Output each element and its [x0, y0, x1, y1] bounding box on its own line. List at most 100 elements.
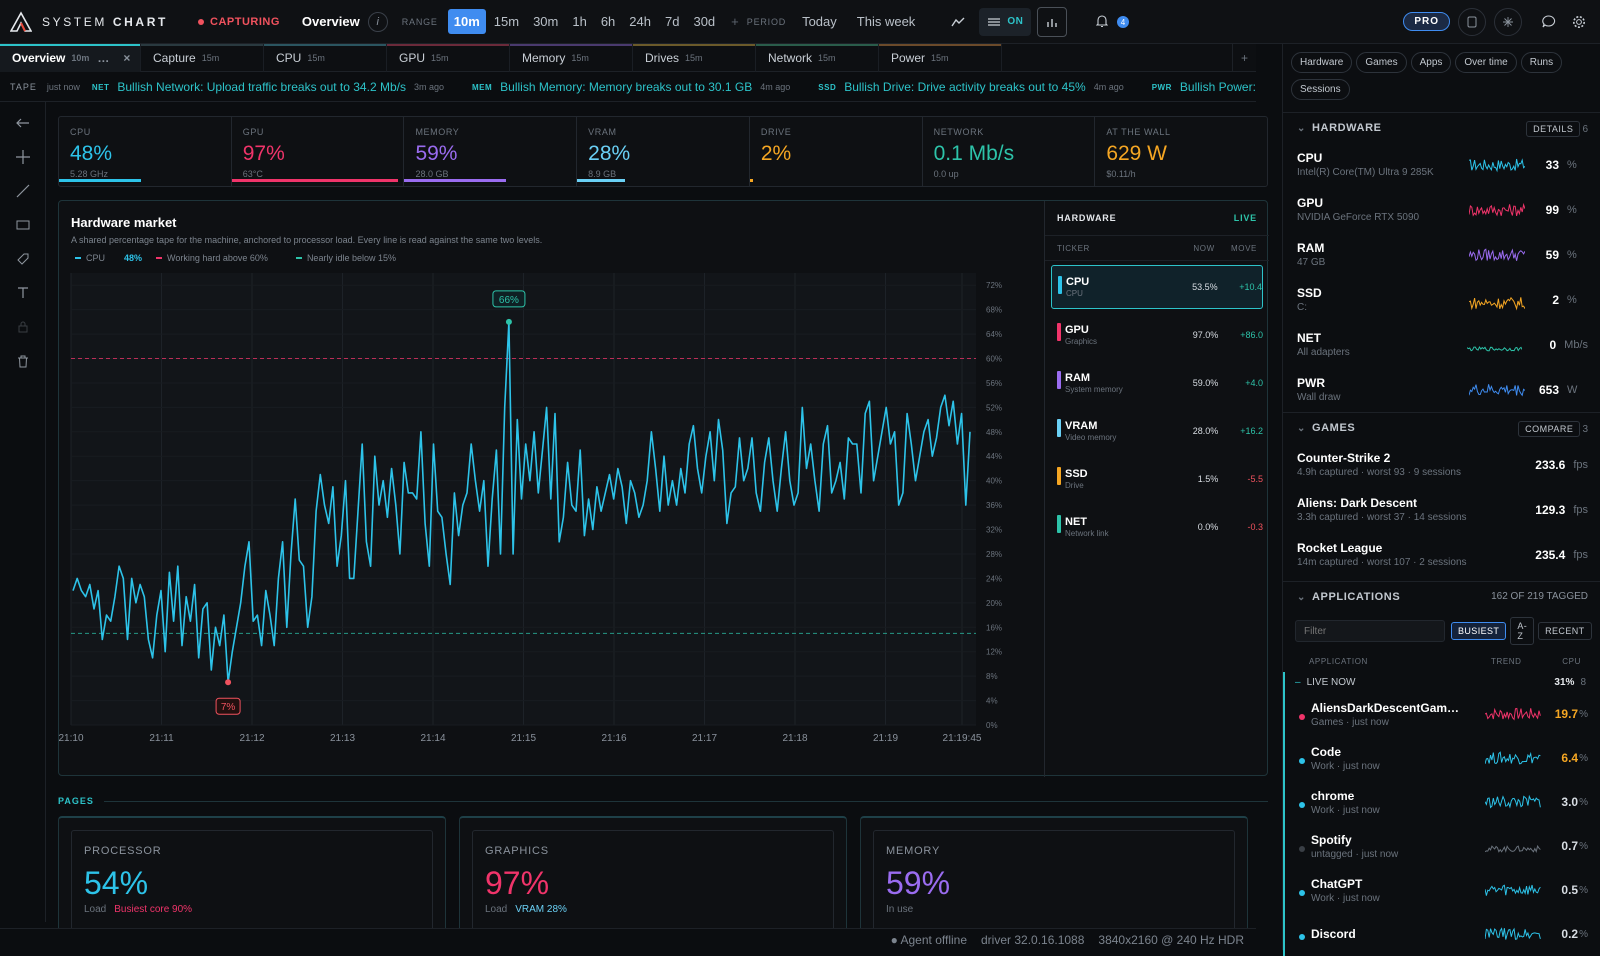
tab-cpu[interactable]: CPU 15m — [264, 44, 387, 72]
hardware-row-gpu[interactable]: GPU NVIDIA GeForce RTX 5090 99% — [1283, 187, 1600, 232]
game-row[interactable]: Rocket League 14m captured · worst 107 · … — [1283, 532, 1600, 577]
bell-icon[interactable] — [1087, 7, 1117, 37]
stat-network[interactable]: NETWORK 0.1 Mb/s 0.0 up — [923, 117, 1096, 186]
chip-sessions[interactable]: Sessions — [1291, 79, 1350, 100]
hardware-row-pwr[interactable]: PWR Wall draw 653 W — [1283, 367, 1600, 412]
page-card-processor[interactable]: PROCESSOR 54% Load Busiest core 90% — [58, 816, 446, 940]
board-row-ssd[interactable]: SSD Drive 1.5% -5.5 — [1051, 457, 1263, 501]
legend-label: CPU — [86, 253, 106, 263]
game-row[interactable]: Counter-Strike 2 4.9h captured · worst 93… — [1283, 442, 1600, 487]
tape-item[interactable]: PWR Bullish Power: Wall — [1152, 80, 1256, 94]
app-filter-input[interactable] — [1295, 620, 1445, 642]
page-card-graphics[interactable]: GRAPHICS 97% Load VRAM 28% — [459, 816, 847, 940]
board-row-gpu[interactable]: GPU Graphics 97.0% +86.0 — [1051, 313, 1263, 357]
gear-icon[interactable] — [1564, 7, 1594, 37]
tape-item[interactable]: MEM Bullish Memory: Memory breaks out to … — [472, 80, 790, 94]
y-tick-label: 24% — [986, 574, 1002, 583]
info-icon[interactable]: i — [367, 11, 388, 32]
page-card-body: MEMORY 59% In use — [873, 830, 1235, 940]
app-row[interactable]: Code Work · just now 6.4% — [1283, 736, 1600, 780]
apps-section-header[interactable]: APPLICATIONS 162 OF 219 TAGGED — [1283, 581, 1600, 611]
app-row[interactable]: chrome Work · just now 3.0% — [1283, 780, 1600, 824]
device-icon[interactable] — [1458, 7, 1486, 36]
game-subtitle: 4.9h captured · worst 93 · 9 sessions — [1297, 467, 1461, 478]
hardware-row-ssd[interactable]: SSD C: 2% — [1283, 277, 1600, 322]
overlay-toggle[interactable]: ON — [979, 7, 1032, 36]
board-row-vram[interactable]: VRAM Video memory 28.0% +16.2 — [1051, 409, 1263, 453]
tab-more-icon[interactable]: … — [97, 51, 110, 65]
range-30d[interactable]: 30d — [693, 14, 716, 29]
chip-apps[interactable]: Apps — [1410, 52, 1452, 73]
crosshair-icon[interactable] — [0, 140, 46, 174]
page-card-memory[interactable]: MEMORY 59% In use — [860, 816, 1248, 940]
chip-hardware[interactable]: Hardware — [1291, 52, 1353, 73]
rectangle-icon[interactable] — [0, 208, 46, 242]
ticker-symbol: CPU — [1066, 276, 1090, 288]
app-row[interactable]: AliensDarkDescentGam… Games · just now 19.… — [1283, 692, 1600, 736]
range-6h[interactable]: 6h — [600, 14, 616, 29]
back-arrow-icon[interactable] — [0, 106, 46, 140]
sort-busiest-button[interactable]: BUSIEST — [1451, 622, 1507, 640]
board-row-ram[interactable]: RAM System memory 59.0% +4.0 — [1051, 361, 1263, 405]
game-title: Aliens: Dark Descent — [1297, 496, 1418, 510]
chip-games[interactable]: Games — [1356, 52, 1407, 73]
board-row-cpu[interactable]: CPU CPU 53.5% +10.4 — [1051, 265, 1263, 309]
add-tab-button[interactable]: + — [1232, 44, 1256, 72]
stat-drive[interactable]: DRIVE 2% — [749, 117, 923, 186]
tab-network[interactable]: Network 15m — [756, 44, 879, 72]
market-chart[interactable]: 21:10 21:11 21:12 21:13 21:14 21:15 21:16 21:17… — [59, 261, 1049, 771]
hardware-row-ram[interactable]: RAM 47 GB 59% — [1283, 232, 1600, 277]
board-row-net[interactable]: NET Network link 0.0% -0.3 — [1051, 505, 1263, 549]
tape-item[interactable]: NET Bullish Network: Upload traffic break… — [92, 80, 444, 94]
range-1h[interactable]: 1h — [572, 14, 587, 29]
hardware-row-net[interactable]: NET All adapters 0 Mb/s — [1283, 322, 1600, 367]
brand[interactable]: SYSTEM CHART — [10, 10, 190, 33]
add-range-icon[interactable]: + — [731, 14, 739, 29]
stat-memory[interactable]: MEMORY 59% 28.0 GB — [404, 117, 578, 186]
stat-at-the-wall[interactable]: AT THE WALL 629 W $0.11/h — [1095, 117, 1267, 186]
trash-icon[interactable] — [0, 344, 46, 378]
game-row[interactable]: Aliens: Dark Descent 3.3h captured · wors… — [1283, 487, 1600, 532]
tape-item[interactable]: SSD Bullish Drive: Drive activity breaks … — [818, 80, 1123, 94]
tab-memory[interactable]: Memory 15m — [510, 44, 633, 72]
tab-gpu[interactable]: GPU 15m — [387, 44, 510, 72]
period-this-week[interactable]: This week — [856, 14, 916, 29]
tab-range: 15m — [685, 53, 703, 63]
compare-button[interactable]: COMPARE — [1518, 420, 1581, 437]
spark-icon[interactable] — [1494, 7, 1522, 36]
tab-drives[interactable]: Drives 15m — [633, 44, 756, 72]
stat-gpu[interactable]: GPU 97% 63°C — [231, 117, 405, 186]
trend-line-icon[interactable] — [0, 174, 46, 208]
range-10m[interactable]: 10m — [447, 9, 486, 34]
stat-vram[interactable]: VRAM 28% 8.9 GB — [577, 117, 750, 186]
line-chart-icon[interactable] — [943, 7, 973, 37]
tag-icon[interactable] — [0, 242, 46, 276]
app-row[interactable]: Discord 0.2% — [1283, 912, 1600, 956]
lock-icon[interactable] — [0, 310, 46, 344]
range-30m[interactable]: 30m — [533, 14, 559, 29]
hardware-row-cpu[interactable]: CPU Intel(R) Core(TM) Ultra 9 285K 33% — [1283, 142, 1600, 187]
sort-recent-button[interactable]: RECENT — [1538, 622, 1592, 640]
chip-over-time[interactable]: Over time — [1455, 52, 1517, 73]
tab-overview[interactable]: Overview 10m … × — [0, 44, 141, 72]
details-button[interactable]: DETAILS — [1526, 120, 1581, 137]
range-7d[interactable]: 7d — [665, 14, 680, 29]
tab-capture[interactable]: Capture 15m — [141, 44, 264, 72]
app-row[interactable]: ChatGPT Work · just now 0.5% — [1283, 868, 1600, 912]
close-tab-icon[interactable]: × — [123, 51, 131, 65]
tab-power[interactable]: Power 15m — [879, 44, 1002, 72]
sort-az-button[interactable]: A-Z — [1510, 617, 1535, 645]
bar-chart-icon[interactable] — [1037, 6, 1068, 37]
chat-icon[interactable] — [1534, 7, 1564, 37]
pro-badge[interactable]: PRO — [1403, 12, 1450, 31]
text-tool-icon[interactable] — [0, 276, 46, 310]
live-now-group[interactable]: – LIVE NOW 31% 8 — [1283, 672, 1600, 692]
chip-runs[interactable]: Runs — [1520, 52, 1563, 73]
app-row[interactable]: Spotify untagged · just now 0.7% — [1283, 824, 1600, 868]
range-24h[interactable]: 24h — [629, 14, 651, 29]
range-15m[interactable]: 15m — [493, 14, 520, 29]
period-today[interactable]: Today — [802, 14, 837, 29]
stat-cpu[interactable]: CPU 48% 5.28 GHz — [59, 117, 232, 186]
